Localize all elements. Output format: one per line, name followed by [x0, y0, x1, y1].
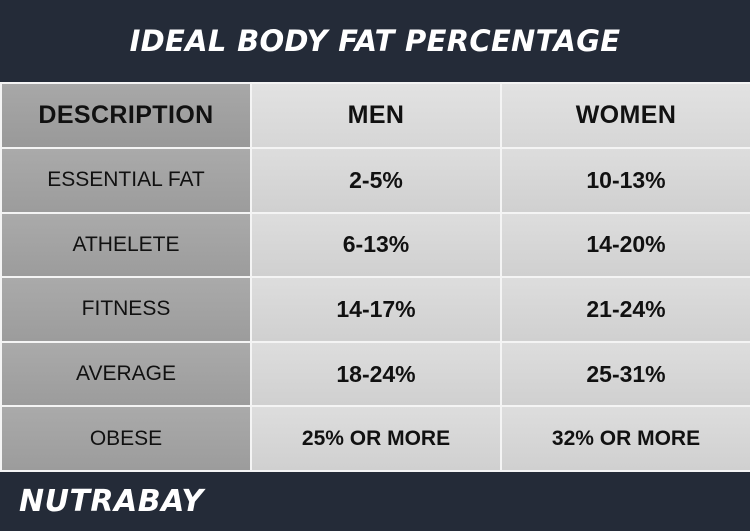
description-cell: ESSENTIAL FAT — [2, 149, 250, 212]
header-women: WOMEN — [502, 84, 750, 147]
chart-title: IDEAL BODY FAT PERCENTAGE — [129, 24, 621, 58]
table-row-essential-fat: ESSENTIAL FAT 2-5% 10-13% — [2, 149, 750, 212]
women-value-cell: 10-13% — [502, 149, 750, 212]
table-row-athelete: ATHELETE 6-13% 14-20% — [2, 213, 750, 277]
header-description: DESCRIPTION — [2, 84, 250, 147]
men-value-cell: 14-17% — [252, 278, 500, 341]
women-value-cell: 25-31% — [502, 342, 750, 406]
header-men: MEN — [252, 84, 500, 147]
table-row-obese: OBESE 25% OR MORE 32% OR MORE — [2, 407, 750, 470]
body-fat-table: DESCRIPTION MEN WOMEN ESSENTIAL FAT 2-5%… — [0, 82, 750, 472]
description-cell: OBESE — [2, 407, 250, 470]
table-row-average: AVERAGE 18-24% 25-31% — [2, 342, 750, 406]
table-row-fitness: FITNESS 14-17% 21-24% — [2, 278, 750, 341]
description-cell: ATHELETE — [2, 213, 250, 277]
brand-logo-text: NUTRABAY — [19, 484, 204, 519]
men-value-cell: 2-5% — [252, 149, 500, 212]
women-value-cell: 32% OR MORE — [502, 407, 750, 470]
men-value-cell: 25% OR MORE — [252, 407, 500, 470]
men-value-cell: 6-13% — [252, 213, 500, 277]
table-header-row: DESCRIPTION MEN WOMEN — [2, 84, 750, 147]
women-value-cell: 21-24% — [502, 278, 750, 341]
body-fat-table-container: DESCRIPTION MEN WOMEN ESSENTIAL FAT 2-5%… — [0, 82, 750, 472]
women-value-cell: 14-20% — [502, 213, 750, 277]
description-cell: AVERAGE — [2, 342, 250, 406]
description-cell: FITNESS — [2, 278, 250, 341]
men-value-cell: 18-24% — [252, 342, 500, 406]
